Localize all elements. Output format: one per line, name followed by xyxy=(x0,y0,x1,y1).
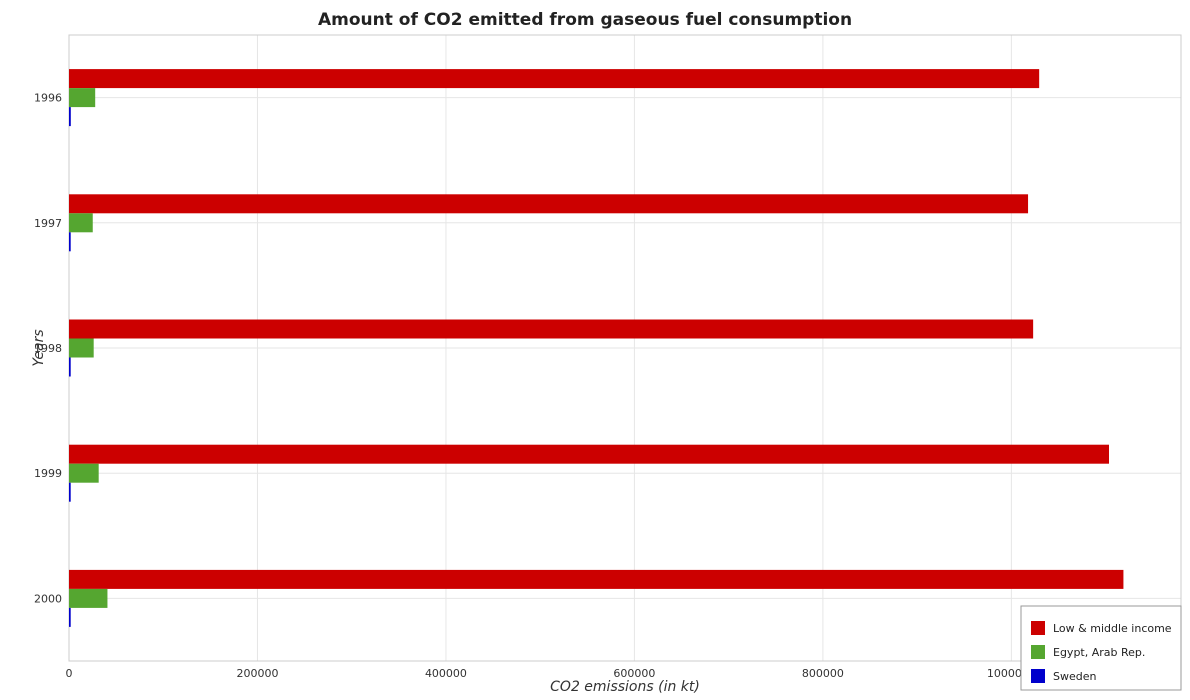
x-tick-label: 0 xyxy=(66,667,73,680)
legend-label: Sweden xyxy=(1053,670,1096,683)
legend-label: Low & middle income xyxy=(1053,622,1172,635)
legend-swatch xyxy=(1031,669,1045,683)
x-tick-label: 800000 xyxy=(802,667,844,680)
bar xyxy=(69,589,107,608)
y-tick-label: 1997 xyxy=(34,217,62,230)
bar xyxy=(69,339,94,358)
bar xyxy=(69,445,1109,464)
y-tick-label: 1999 xyxy=(34,467,62,480)
bar xyxy=(69,320,1033,339)
bar xyxy=(69,570,1123,589)
y-tick-label: 1996 xyxy=(34,92,62,105)
chart-title: Amount of CO2 emitted from gaseous fuel … xyxy=(318,10,852,30)
bar xyxy=(69,213,93,232)
bar xyxy=(69,194,1028,213)
bar xyxy=(69,107,71,126)
x-axis-label: CO2 emissions (in kt) xyxy=(550,679,700,695)
bar xyxy=(69,608,71,627)
bar xyxy=(69,232,71,251)
bar xyxy=(69,464,99,483)
grid xyxy=(69,35,1181,661)
x-tick-label: 200000 xyxy=(236,667,278,680)
bar xyxy=(69,483,71,502)
bar xyxy=(69,358,71,377)
y-tick-label: 2000 xyxy=(34,592,62,605)
x-tick-label: 400000 xyxy=(425,667,467,680)
y-axis-label: Years xyxy=(31,329,47,366)
legend-label: Egypt, Arab Rep. xyxy=(1053,646,1145,659)
legend-swatch xyxy=(1031,645,1045,659)
legend-swatch xyxy=(1031,621,1045,635)
legend: Low & middle income Egypt, Arab Rep. Swede… xyxy=(1021,606,1181,690)
bar xyxy=(69,69,1039,88)
bar xyxy=(69,88,95,107)
